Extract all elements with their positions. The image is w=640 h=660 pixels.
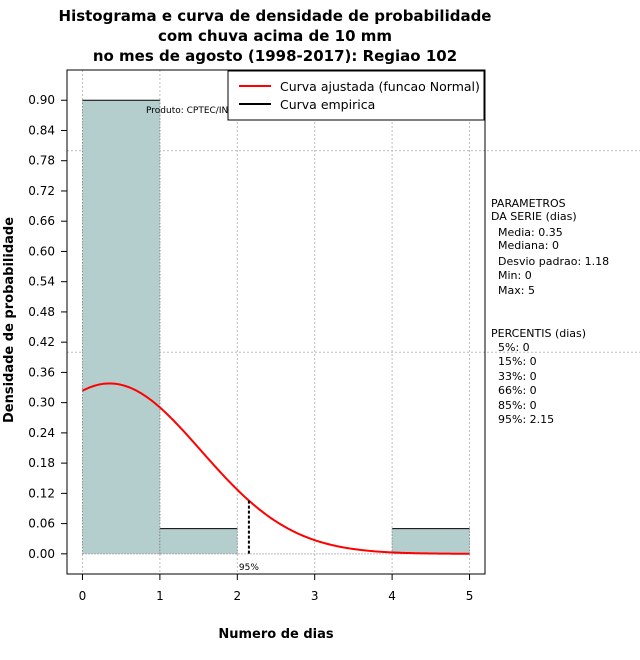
param-media: Media: 0.35 [498, 226, 563, 239]
y-tick-label: 0.60 [28, 244, 55, 258]
y-axis-label: Densidade de probabilidade [2, 217, 17, 423]
x-tick-label: 1 [156, 589, 164, 603]
percentil-5: 5%: 0 [498, 341, 530, 354]
x-tick-label: 2 [233, 589, 241, 603]
fitted-normal-curve [82, 382, 470, 555]
plot-frame [66, 69, 486, 575]
percentil-95: 95%: 2.15 [498, 413, 554, 426]
histogram-bar-0 [82, 100, 160, 554]
x-tick-label: 5 [466, 589, 474, 603]
y-tick-label: 0.72 [28, 184, 55, 198]
x-tick-label: 4 [388, 589, 396, 603]
params-header-line-1: PARAMETROS [491, 197, 566, 210]
x-tick-label: 0 [79, 589, 87, 603]
y-tick-label: 0.30 [28, 396, 55, 410]
percentile-95-label: 95% [239, 563, 259, 573]
y-tick-label: 0.66 [28, 214, 55, 228]
histogram-bars [81, 99, 471, 555]
param-desvio-padrao: Desvio padrao: 1.18 [498, 255, 609, 268]
chart-title-line-1: Histograma e curva de densidade de proba… [59, 7, 492, 25]
y-tick-label: 0.48 [28, 305, 55, 319]
param-mediana: Mediana: 0 [498, 239, 559, 252]
product-watermark: Produto: CPTEC/INPE [146, 106, 240, 116]
y-tick-label: 0.42 [28, 335, 55, 349]
legend-label-fitted: Curva ajustada (funcao Normal) [280, 79, 480, 94]
y-tick-label: 0.54 [28, 275, 55, 289]
x-axis-label: Numero de dias [218, 627, 334, 642]
histogram-bar-4 [392, 528, 470, 554]
percentis-header: PERCENTIS (dias) [491, 327, 586, 340]
side-panel: PARAMETROS DA SERIE (dias) Media: 0.35 M… [491, 197, 609, 426]
chart-title-line-3: no mes de agosto (1998-2017): Regiao 102 [93, 47, 457, 65]
percentil-15: 15%: 0 [498, 355, 537, 368]
param-max: Max: 5 [498, 284, 535, 297]
y-tick-label: 0.06 [28, 517, 55, 531]
axes: 0.00 0.06 0.12 0.18 0.24 0.30 0.36 0.42 0.48 0.54… [28, 93, 473, 603]
x-tick-label: 3 [311, 589, 319, 603]
y-tick-label: 0.12 [28, 486, 55, 500]
y-tick-label: 0.36 [28, 365, 55, 379]
legend: Curva ajustada (funcao Normal) Curva emp… [227, 70, 485, 121]
chart-title-line-2: com chuva acima de 10 mm [158, 27, 392, 45]
percentil-85: 85%: 0 [498, 399, 537, 412]
param-min: Min: 0 [498, 269, 532, 282]
y-tick-label: 0.90 [28, 93, 55, 107]
y-tick-label: 0.84 [28, 123, 55, 137]
legend-box [227, 70, 485, 121]
y-tick-label: 0.78 [28, 154, 55, 168]
percentil-33: 33%: 0 [498, 370, 537, 383]
percentil-66: 66%: 0 [498, 384, 537, 397]
histogram-bar-1 [159, 528, 238, 554]
curves [82, 382, 470, 555]
y-tick-label: 0.18 [28, 456, 55, 470]
legend-label-empirical: Curva empirica [280, 97, 375, 112]
y-tick-label: 0.00 [28, 547, 55, 561]
y-tick-label: 0.24 [28, 426, 55, 440]
params-header-line-2: DA SERIE (dias) [491, 210, 577, 223]
